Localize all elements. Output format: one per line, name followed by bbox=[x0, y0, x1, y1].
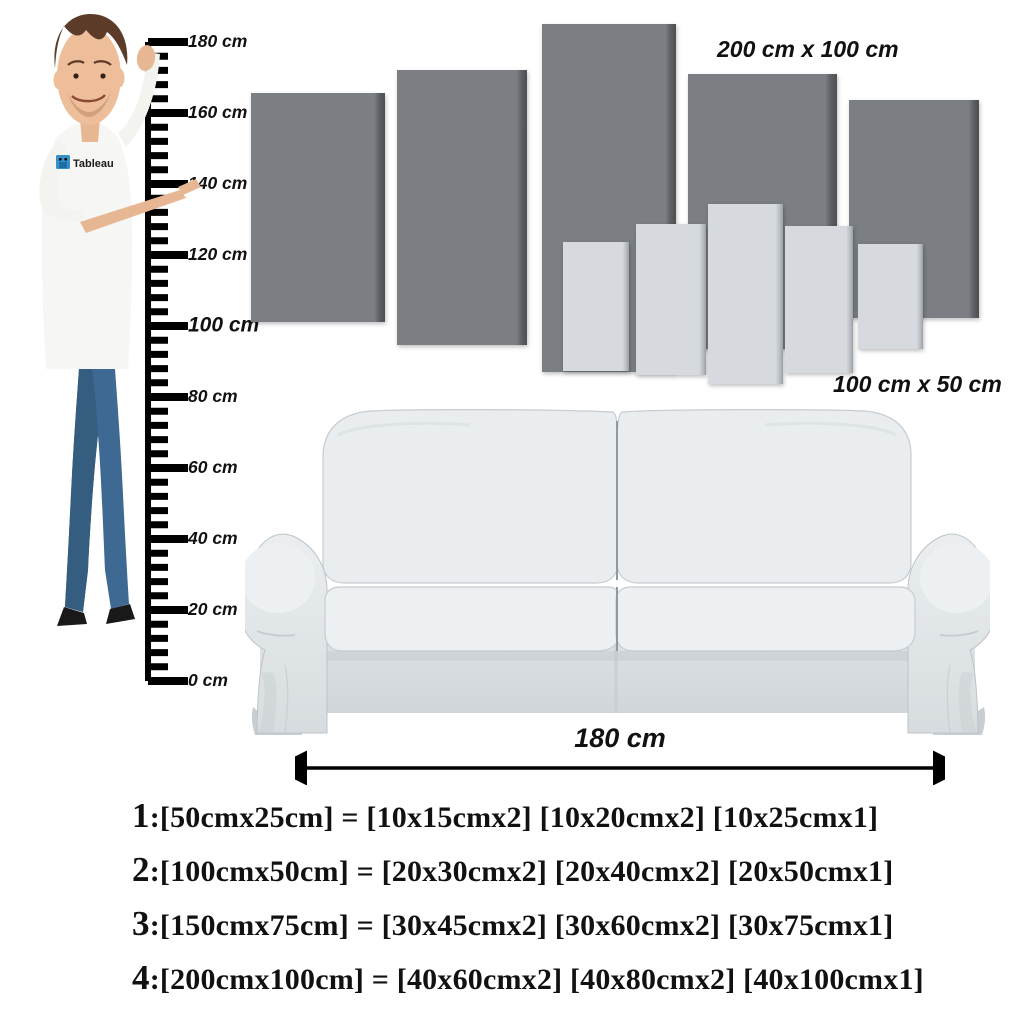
svg-text:Tableau: Tableau bbox=[73, 158, 114, 170]
